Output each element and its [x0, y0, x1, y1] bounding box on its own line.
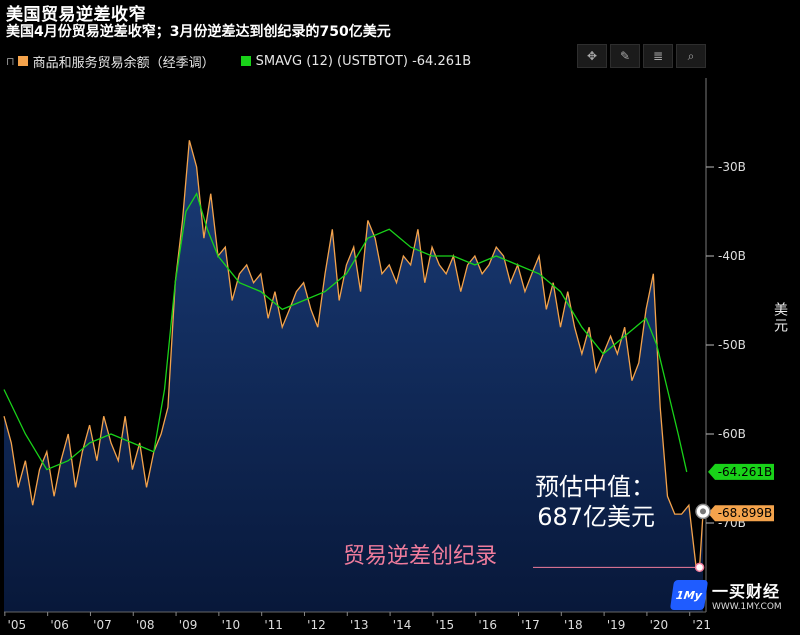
- page-title: 美国贸易逆差收窄: [6, 5, 146, 25]
- legend-series1-label: 商品和服务贸易余额（经季调）: [32, 55, 215, 71]
- x-tick-label: '05: [8, 618, 27, 632]
- x-tick-label: '20: [650, 618, 669, 632]
- end-value-badge: -68.899B: [708, 505, 774, 522]
- x-tick-label: '15: [436, 618, 455, 632]
- estimate-line1: 预估中值：: [535, 473, 655, 501]
- x-tick-label: '14: [393, 618, 412, 632]
- x-tick-label: '08: [136, 618, 155, 632]
- y-tick-label: -60B: [718, 427, 746, 441]
- brand-name: 一买财经: [712, 582, 781, 601]
- brand-watermark: 1My 一买财经 WWW.1MY.COM: [669, 578, 782, 612]
- estimate-annotation: 预估中值： 687亿美元: [525, 472, 655, 532]
- chart-toolbar: ✥ ✎ ≣ ⌕: [577, 44, 706, 68]
- page-subtitle: 美国4月份贸易逆差收窄；3月份逆差达到创纪录的750亿美元: [6, 24, 391, 40]
- search-icon[interactable]: ⌕: [676, 44, 706, 68]
- end-value-label: -64.261B: [718, 465, 773, 479]
- y-axis-title: 美元: [772, 302, 788, 334]
- x-tick-label: '10: [222, 618, 241, 632]
- estimate-marker-center: [700, 508, 707, 515]
- x-tick-label: '13: [350, 618, 369, 632]
- end-value-badge-bg: [708, 505, 774, 522]
- x-tick-label: '09: [179, 618, 198, 632]
- x-tick-label: '12: [307, 618, 326, 632]
- smavg-line: [3, 192, 688, 473]
- record-annotation: 贸易逆差创纪录: [343, 544, 498, 569]
- y-tick-label: -30B: [718, 160, 746, 174]
- pencil-icon[interactable]: ✎: [610, 44, 640, 68]
- estimate-line2: 687亿美元: [537, 503, 655, 531]
- legend-series2-label: SMAVG (12) (USTBTOT) -64.261B: [255, 53, 472, 69]
- chart-legend: ⊓ 商品和服务贸易余额（经季调） SMAVG (12) (USTBTOT) -6…: [6, 50, 471, 72]
- crosshair-icon[interactable]: ✥: [577, 44, 607, 68]
- x-tick-label: '11: [264, 618, 283, 632]
- x-tick-label: '18: [564, 618, 583, 632]
- x-tick-label: '06: [50, 618, 69, 632]
- record-marker: [694, 562, 705, 573]
- y-tick-label: -40B: [718, 249, 746, 263]
- x-tick-label: '16: [478, 618, 497, 632]
- end-value-badge: -64.261B: [708, 463, 774, 480]
- x-tick-label: '07: [93, 618, 112, 632]
- end-value-badge-bg: [708, 463, 774, 480]
- x-tick-label: '19: [607, 618, 626, 632]
- x-tick-label: '21: [692, 618, 711, 632]
- smavg-series-swatch: [240, 56, 251, 66]
- trade-series-swatch: [17, 56, 28, 66]
- end-value-label: -68.899B: [718, 506, 773, 520]
- y-tick-label: -50B: [718, 338, 746, 352]
- menu-icon[interactable]: ≣: [643, 44, 673, 68]
- x-tick-label: '17: [521, 618, 540, 632]
- brand-logo: 1My: [669, 580, 709, 610]
- brand-url: WWW.1MY.COM: [712, 602, 782, 612]
- pin-icon[interactable]: ⊓: [6, 54, 15, 68]
